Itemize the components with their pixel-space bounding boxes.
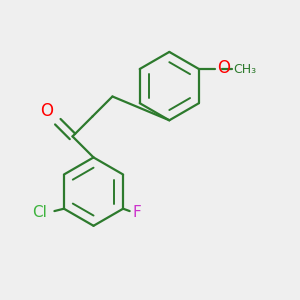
Text: O: O — [217, 59, 230, 77]
Text: CH₃: CH₃ — [233, 62, 256, 76]
Text: F: F — [133, 205, 141, 220]
Text: Cl: Cl — [32, 205, 47, 220]
Text: O: O — [40, 102, 53, 120]
